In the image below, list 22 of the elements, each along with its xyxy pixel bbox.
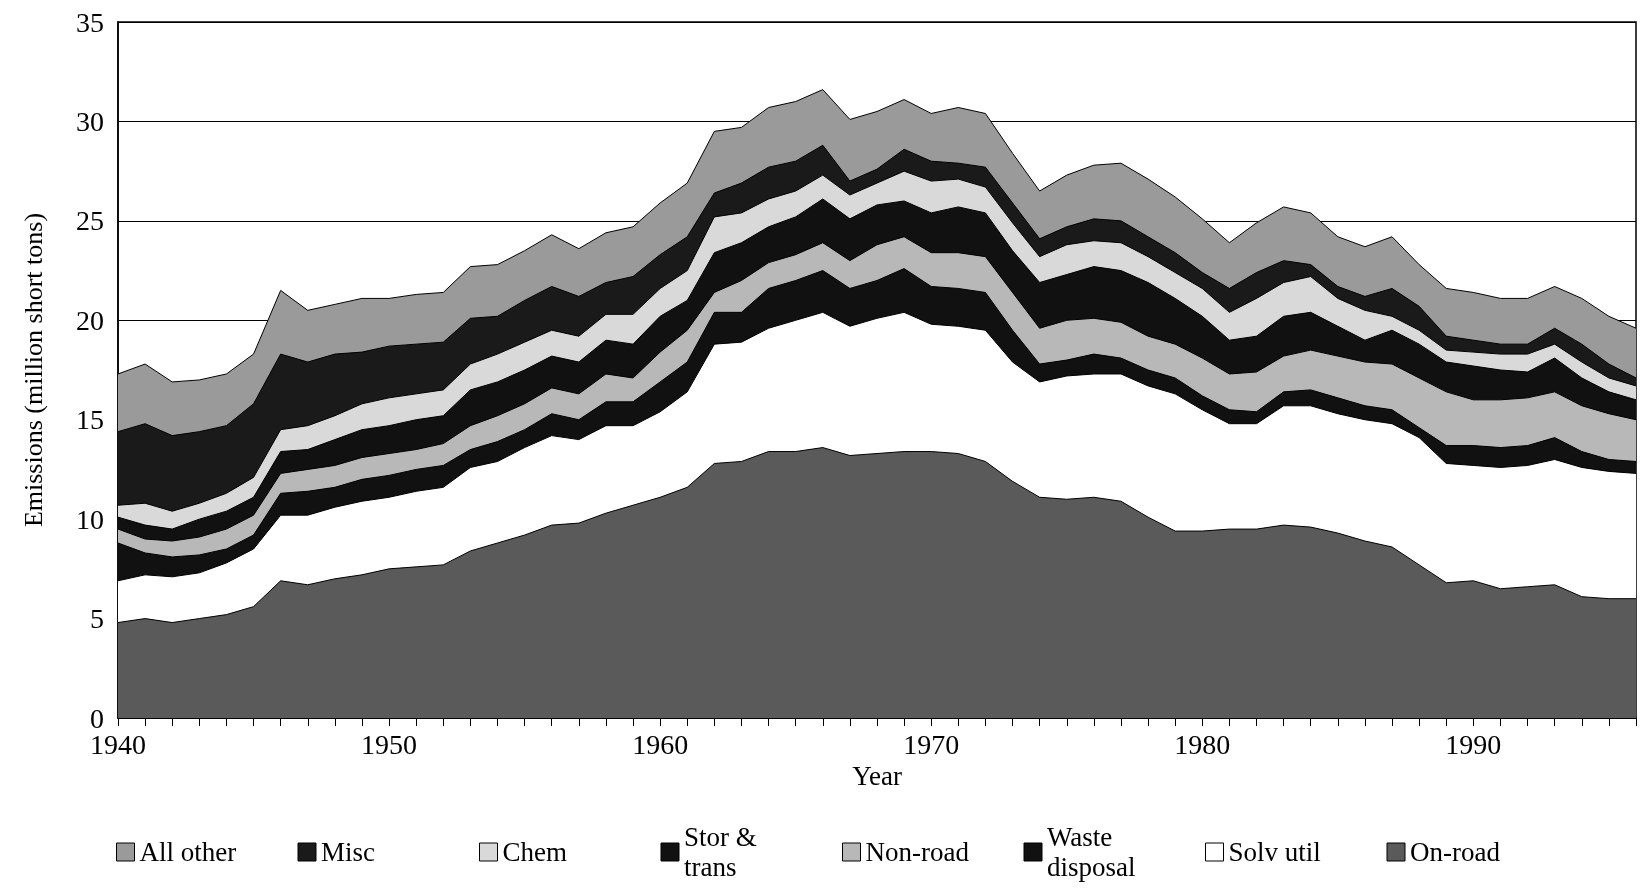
y-tick-label: 20 [76,304,104,336]
y-tick-label: 30 [76,105,104,137]
legend-label: Waste disposal [1047,822,1136,882]
legend-label: Misc [321,837,376,867]
legend-label: All other [139,837,237,867]
y-tick-label: 5 [90,603,104,635]
x-tick-label: 1990 [1445,728,1502,760]
x-tick-label: 1950 [361,728,418,760]
y-tick-label: 15 [76,404,104,436]
legend-label: On-road [1410,837,1501,867]
y-tick-label: 25 [76,205,104,237]
x-tick-label: 1970 [903,728,960,760]
y-tick-label: 10 [76,503,104,535]
legend-label: Non-road [865,837,970,867]
legend-label: Solv util [1228,837,1321,867]
legend-label: Stor & trans [684,822,764,882]
x-tick-label: 1980 [1174,728,1231,760]
x-axis-title: Year [852,761,902,792]
y-axis-title: Emissions (million short tons) [18,212,48,528]
legend-label: Chem [502,837,567,867]
x-tick-label: 1960 [632,728,689,760]
y-tick-label: 35 [76,6,104,38]
